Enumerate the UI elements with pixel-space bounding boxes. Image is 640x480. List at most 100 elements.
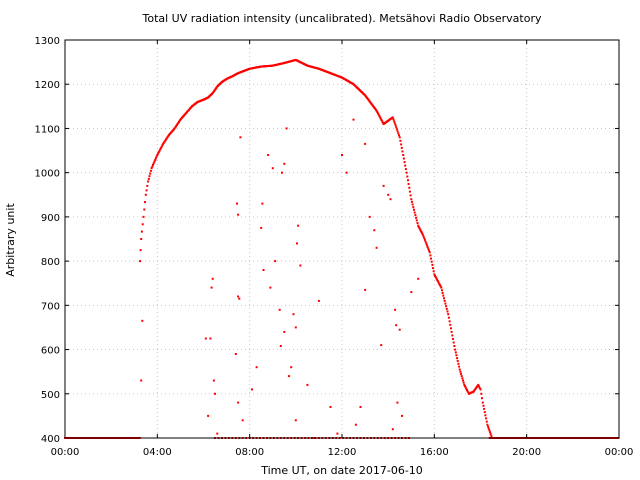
data-point: [402, 157, 405, 160]
data-point: [401, 150, 404, 153]
data-point: [269, 286, 272, 289]
data-point: [398, 328, 401, 331]
data-point: [401, 414, 403, 417]
data-point: [214, 392, 216, 395]
data-point: [156, 154, 159, 156]
data-point: [153, 160, 156, 163]
data-point: [481, 401, 484, 404]
data-point: [354, 423, 357, 426]
data-point: [251, 388, 253, 391]
data-point: [459, 370, 462, 373]
data-point: [489, 433, 492, 436]
data-point: [451, 334, 454, 337]
data-point: [283, 162, 286, 165]
x-tick-label: 08:00: [235, 447, 264, 458]
data-point: [237, 401, 240, 404]
data-point: [478, 386, 481, 389]
data-point: [464, 386, 467, 389]
data-point: [408, 190, 411, 193]
data-point: [306, 383, 309, 386]
data-point: [159, 147, 162, 150]
data-point: [364, 288, 367, 291]
data-point: [399, 139, 402, 142]
data-point: [445, 305, 448, 308]
data-point: [425, 242, 428, 245]
data-point: [413, 208, 415, 211]
data-point: [163, 140, 166, 143]
data-point: [487, 427, 490, 430]
data-point: [175, 125, 178, 128]
data-point: [164, 139, 167, 142]
data-point: [400, 146, 403, 149]
data-point: [392, 118, 395, 121]
data-point: [381, 121, 384, 124]
data-point: [482, 404, 485, 407]
data-point: [410, 291, 413, 294]
data-point: [450, 327, 452, 330]
data-point: [466, 390, 469, 393]
data-point: [415, 219, 418, 222]
data-point: [433, 273, 436, 276]
data-point: [481, 397, 483, 400]
data-point: [403, 161, 406, 164]
data-point: [426, 246, 429, 248]
data-point: [141, 319, 144, 322]
data-point: [239, 136, 242, 139]
data-point: [488, 429, 491, 432]
data-point: [296, 242, 298, 245]
data-point: [431, 263, 434, 266]
data-point: [435, 277, 438, 280]
data-point: [395, 128, 398, 131]
x-tick-label: 12:00: [328, 447, 357, 458]
y-axis-label: Arbitrary unit: [4, 203, 17, 277]
data-point: [432, 267, 434, 270]
data-point: [453, 345, 456, 347]
data-point: [483, 407, 486, 410]
y-tick-label: 1100: [35, 124, 60, 135]
data-point: [478, 385, 480, 388]
data-point: [463, 383, 466, 386]
data-point: [400, 143, 403, 146]
data-point: [461, 377, 464, 380]
data-point: [421, 232, 424, 235]
data-point: [140, 238, 143, 240]
data-point: [162, 141, 165, 144]
x-tick-label: 00:00: [51, 447, 80, 458]
data-point: [155, 155, 158, 158]
data-point: [462, 381, 465, 384]
data-point: [452, 337, 454, 340]
data-point: [389, 198, 392, 201]
data-point: [158, 149, 161, 152]
data-point: [418, 227, 421, 230]
data-point: [443, 299, 446, 302]
data-point: [450, 330, 453, 333]
data-point: [146, 184, 149, 187]
data-point: [396, 401, 399, 404]
data-point: [434, 276, 437, 278]
data-point: [148, 175, 151, 178]
data-point: [402, 154, 405, 156]
data-point: [290, 366, 293, 369]
y-tick-label: 1000: [35, 169, 60, 180]
data-point: [439, 285, 442, 288]
data-point: [162, 142, 165, 145]
data-point: [145, 189, 148, 192]
data-point: [140, 230, 143, 233]
data-point: [460, 372, 462, 375]
y-tick-label: 1200: [35, 80, 60, 91]
data-point: [457, 362, 460, 365]
data-point: [279, 345, 282, 347]
data-point: [147, 180, 150, 183]
data-point: [364, 142, 367, 145]
data-point: [380, 119, 383, 121]
x-tick-label: 00:00: [605, 447, 634, 458]
data-point: [167, 135, 170, 138]
chart-title: Total UV radiation intensity (uncalibrat…: [142, 12, 542, 25]
data-point: [396, 130, 399, 133]
data-point: [441, 292, 444, 294]
data-point: [283, 330, 286, 333]
data-point: [149, 169, 152, 172]
data-point: [430, 257, 432, 260]
data-point: [436, 280, 439, 282]
data-point: [176, 123, 179, 125]
